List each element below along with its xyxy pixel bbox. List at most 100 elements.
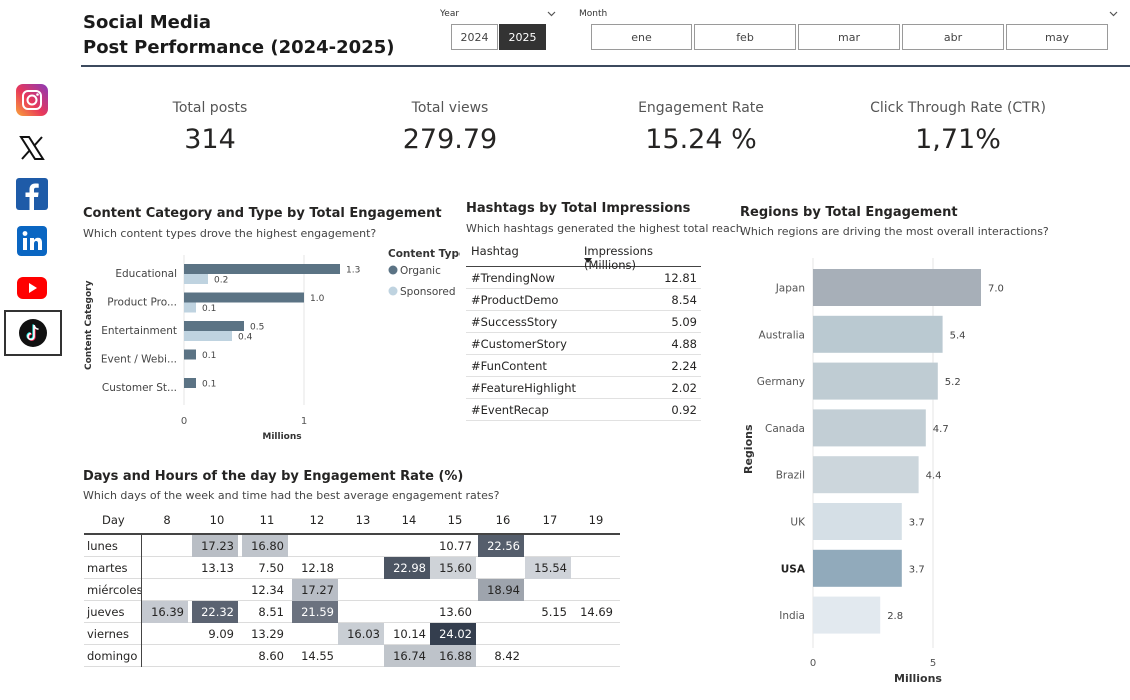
- day-label: martes: [87, 561, 128, 575]
- heatmap-cell[interactable]: 16.39: [142, 601, 188, 623]
- table-row[interactable]: #ProductDemo 8.54: [466, 289, 701, 311]
- heatmap-cell[interactable]: 13.29: [251, 627, 284, 641]
- heatmap-divider: [141, 535, 142, 667]
- hour-header: 15: [447, 513, 463, 527]
- kpi-value: 15.24 %: [645, 124, 757, 155]
- data-label: 7.0: [988, 284, 1004, 295]
- region-bar[interactable]: [813, 596, 881, 634]
- hashtag-cell: #FunContent: [471, 359, 547, 373]
- heatmap-cell[interactable]: 5.15: [541, 605, 567, 619]
- heatmap-cell[interactable]: 7.50: [258, 561, 284, 575]
- table-row[interactable]: #CustomerStory 4.88: [466, 333, 701, 355]
- x-tick-label: 5: [930, 658, 936, 669]
- month-option-ene[interactable]: ene: [591, 24, 692, 50]
- heatmap-row: domingo 8.60 14.55 16.74 16.88 8.42: [84, 645, 620, 667]
- region-label: UK: [790, 517, 806, 529]
- heatmap-cell[interactable]: 22.32: [192, 601, 238, 623]
- region-bar[interactable]: [813, 456, 919, 494]
- table-row[interactable]: #SuccessStory 5.09: [466, 311, 701, 333]
- heatmap-header: Day 8 10 11 12 13 14 15 16 17 19: [84, 507, 620, 535]
- instagram-icon[interactable]: [16, 84, 48, 116]
- bar-organic[interactable]: [184, 292, 304, 303]
- heatmap-cell[interactable]: 12.34: [251, 583, 284, 597]
- region-label: Japan: [775, 283, 805, 295]
- kpi-label: Total views: [411, 100, 489, 116]
- table-row[interactable]: #TrendingNow 12.81: [466, 267, 701, 289]
- sort-desc-icon[interactable]: [584, 258, 592, 264]
- heatmap-cell[interactable]: 13.13: [201, 561, 234, 575]
- chevron-down-icon[interactable]: [1109, 9, 1118, 18]
- heatmap-cell[interactable]: 16.03: [338, 623, 384, 645]
- month-option-feb[interactable]: feb: [694, 24, 796, 50]
- category-label: Event / Webi...: [101, 354, 177, 366]
- chevron-down-icon[interactable]: [547, 9, 556, 18]
- table-row[interactable]: #FeatureHighlight 2.02: [466, 377, 701, 399]
- table-row[interactable]: #FunContent 2.24: [466, 355, 701, 377]
- bar-sponsored[interactable]: [184, 331, 232, 341]
- heatmap-cell[interactable]: 21.59: [292, 601, 338, 623]
- bar-organic[interactable]: [184, 321, 244, 331]
- data-label: 0.1: [202, 351, 216, 361]
- bar-organic[interactable]: [184, 378, 196, 388]
- x-icon[interactable]: [16, 132, 48, 164]
- heatmap-cell[interactable]: 22.98: [384, 557, 430, 579]
- table-row[interactable]: #EventRecap 0.92: [466, 399, 701, 421]
- heatmap-cell[interactable]: 13.60: [439, 605, 472, 619]
- data-label: 4.4: [926, 471, 942, 482]
- legend-item-organic[interactable]: Organic: [400, 265, 441, 277]
- region-bar[interactable]: [813, 503, 902, 540]
- heatmap-cell[interactable]: 10.77: [439, 539, 472, 553]
- year-option-2024[interactable]: 2024: [451, 24, 498, 50]
- heatmap-cell[interactable]: 16.88: [430, 645, 476, 667]
- bar-organic[interactable]: [184, 349, 196, 360]
- bar-sponsored[interactable]: [184, 302, 196, 313]
- heatmap-cell[interactable]: 15.60: [430, 557, 476, 579]
- youtube-icon[interactable]: [16, 272, 48, 304]
- hashtag-cell: #TrendingNow: [471, 271, 555, 285]
- heatmap-cell[interactable]: 18.94: [478, 579, 524, 601]
- linkedin-icon[interactable]: [16, 225, 48, 257]
- month-option-abr[interactable]: abr: [902, 24, 1004, 50]
- heatmap-cell[interactable]: 10.14: [393, 627, 426, 641]
- col-impressions[interactable]: Impressions (Millions): [584, 244, 653, 272]
- region-bar[interactable]: [813, 362, 938, 400]
- heatmap-cell[interactable]: 12.18: [301, 561, 334, 575]
- month-option-mar[interactable]: mar: [798, 24, 900, 50]
- regions-bar-chart[interactable]: 0 5 Millions Regions Japan 7.0 Australia 5.4 Ger…: [736, 248, 1036, 688]
- heatmap-cell[interactable]: 9.09: [208, 627, 234, 641]
- heatmap-cell[interactable]: 14.55: [301, 649, 334, 663]
- heatmap-cell[interactable]: 8.51: [258, 605, 284, 619]
- legend-swatch: [388, 286, 398, 296]
- data-label: 1.3: [346, 266, 360, 276]
- bar-organic[interactable]: [184, 264, 340, 274]
- heatmap-cell[interactable]: 17.23: [192, 535, 238, 557]
- heatmap-cell[interactable]: 14.69: [580, 605, 613, 619]
- tiktok-button-selected[interactable]: [4, 310, 62, 356]
- tiktok-icon: [19, 319, 47, 347]
- heatmap-cell[interactable]: 16.80: [242, 535, 288, 557]
- region-bar[interactable]: [813, 549, 902, 587]
- data-label: 3.7: [909, 564, 925, 575]
- day-label: domingo: [87, 649, 138, 663]
- heatmap-cell[interactable]: 22.56: [478, 535, 524, 557]
- legend-item-sponsored[interactable]: Sponsored: [400, 286, 456, 298]
- heatmap-cell[interactable]: 17.27: [292, 579, 338, 601]
- month-slicer-label: Month: [579, 9, 608, 19]
- region-bar[interactable]: [813, 315, 943, 353]
- hour-header: 10: [209, 513, 225, 527]
- kpi-ctr: Click Through Rate (CTR) 1,71%: [833, 100, 1083, 155]
- heatmap-cell[interactable]: 16.74: [384, 645, 430, 667]
- facebook-icon[interactable]: [16, 178, 48, 210]
- bar-sponsored[interactable]: [184, 274, 208, 284]
- heatmap-cell[interactable]: 24.02: [430, 623, 476, 645]
- heatmap-cell[interactable]: 8.42: [494, 649, 520, 663]
- col-hashtag[interactable]: Hashtag: [471, 244, 519, 258]
- month-option-may[interactable]: may: [1006, 24, 1108, 50]
- year-option-2025[interactable]: 2025: [499, 24, 546, 50]
- heatmap-cell[interactable]: 15.54: [525, 557, 571, 579]
- region-bar[interactable]: [813, 409, 926, 447]
- year-slicer-label: Year: [440, 9, 460, 19]
- heatmap-cell[interactable]: 8.60: [258, 649, 284, 663]
- region-bar[interactable]: [813, 269, 981, 306]
